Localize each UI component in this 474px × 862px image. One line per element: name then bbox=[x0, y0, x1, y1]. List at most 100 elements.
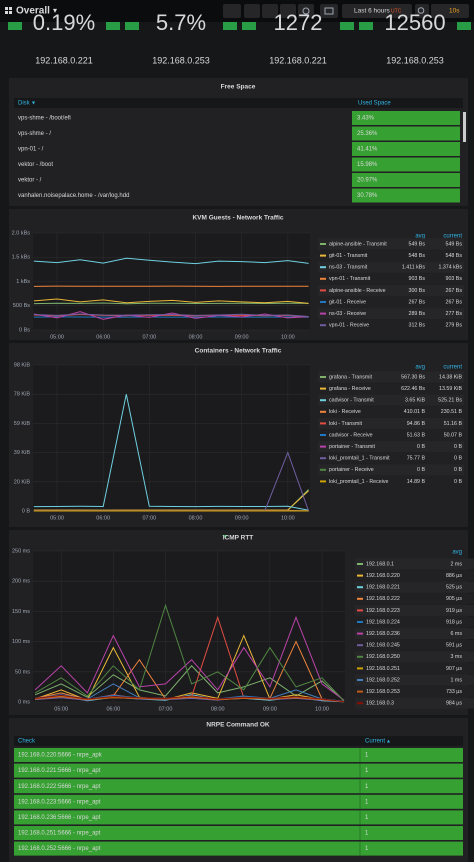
disk-name: vektor - / bbox=[18, 178, 42, 184]
legend-name[interactable]: 192.168.0.250 bbox=[366, 654, 400, 660]
legend-avg: 548 Bs bbox=[409, 253, 426, 259]
column-header[interactable]: Current bbox=[365, 739, 385, 745]
stat-host: 192.168.0.253 bbox=[386, 55, 444, 65]
legend-name[interactable]: ns-03 - Receive bbox=[329, 311, 366, 317]
legend-row bbox=[318, 371, 464, 383]
legend-name[interactable]: git-01 - Transmit bbox=[329, 253, 368, 259]
legend-avg: 525 µs bbox=[446, 585, 462, 591]
x-tick-label: 10:00 bbox=[281, 334, 295, 340]
check-value: 1 bbox=[365, 846, 369, 852]
legend-name[interactable]: 192.168.0.1 bbox=[366, 561, 394, 567]
y-tick-label: 150 ms bbox=[12, 609, 30, 615]
legend-current: 0 B bbox=[454, 467, 462, 473]
settings-button[interactable] bbox=[298, 4, 314, 18]
legend-name[interactable]: alpine-ansible - Transmit bbox=[329, 241, 387, 247]
legend-current: 279 Bs bbox=[446, 323, 463, 329]
value-cell bbox=[352, 142, 460, 156]
legend-header: avg bbox=[452, 550, 462, 556]
stat-value: 5.7% bbox=[156, 10, 206, 35]
legend-name[interactable]: portainer - Transmit bbox=[329, 444, 375, 450]
legend-name[interactable]: vpn-01 - Transmit bbox=[329, 276, 371, 282]
legend-name[interactable]: grafana - Receive bbox=[329, 386, 371, 392]
tv-mode-button[interactable] bbox=[320, 4, 338, 18]
legend-row bbox=[318, 394, 464, 406]
monitor-icon bbox=[324, 7, 334, 15]
legend-avg: 733 µs bbox=[446, 689, 462, 695]
panel-title: Free Space bbox=[221, 84, 256, 91]
legend-name[interactable]: cadvisor - Receive bbox=[329, 432, 373, 438]
share-button[interactable] bbox=[262, 4, 278, 18]
gauge-arc bbox=[359, 22, 373, 30]
add-panel-button[interactable] bbox=[223, 4, 241, 18]
legend-row bbox=[355, 628, 474, 640]
legend-name[interactable]: loki - Transmit bbox=[329, 421, 362, 427]
zoom-button[interactable] bbox=[415, 4, 429, 18]
gauge-arc bbox=[8, 22, 22, 30]
legend-name[interactable]: loki - Receive bbox=[329, 409, 361, 415]
legend-name[interactable]: loki_promtail_1 - Receive bbox=[329, 479, 389, 485]
dashboard-title[interactable]: Overall bbox=[16, 6, 50, 17]
legend-current: 903 Bs bbox=[446, 276, 463, 282]
value-cell bbox=[352, 126, 460, 141]
legend-name[interactable]: cadvisor - Transmit bbox=[329, 398, 374, 404]
legend-name[interactable]: 192.168.0.253 bbox=[366, 689, 400, 695]
legend-name[interactable]: 192.168.0.224 bbox=[366, 619, 400, 625]
series-line bbox=[35, 696, 345, 703]
legend-header: current bbox=[443, 234, 462, 240]
legend-avg: 907 µs bbox=[446, 666, 462, 672]
legend-name[interactable]: 192.168.0.221 bbox=[366, 585, 400, 591]
check-value: 1 bbox=[365, 784, 369, 790]
disk-name: vps-shme - / bbox=[18, 131, 51, 137]
legend-name[interactable]: 192.168.0.245 bbox=[366, 643, 400, 649]
legend-name[interactable]: 192.168.0.236 bbox=[366, 631, 400, 637]
legend-avg: 267 Bs bbox=[409, 299, 426, 305]
legend-row bbox=[355, 593, 474, 605]
check-name: 192.168.0.251:5666 - nrpe_apt bbox=[18, 831, 101, 837]
save-button[interactable] bbox=[280, 4, 296, 18]
time-picker[interactable] bbox=[342, 4, 412, 18]
legend-name[interactable]: 192.168.0.3 bbox=[366, 701, 394, 707]
legend-name[interactable]: 192.168.0.222 bbox=[366, 596, 400, 602]
y-tick-label: 200 ms bbox=[12, 579, 30, 585]
legend-name[interactable]: git-01 - Receive bbox=[329, 299, 366, 305]
legend-name[interactable]: 192.168.0.252 bbox=[366, 677, 400, 683]
legend-name[interactable]: ns-03 - Transmit bbox=[329, 265, 368, 271]
column-header[interactable]: Disk bbox=[18, 101, 31, 107]
legend-header: avg bbox=[415, 234, 425, 240]
legend-name[interactable]: 192.168.0.223 bbox=[366, 608, 400, 614]
legend-row bbox=[318, 273, 464, 285]
x-tick-label: 05:00 bbox=[54, 706, 68, 712]
legend-name[interactable]: alpine-ansible - Receive bbox=[329, 288, 386, 294]
legend-name[interactable]: 192.168.0.220 bbox=[366, 573, 400, 579]
column-header[interactable]: Check bbox=[18, 739, 36, 745]
used-space: 30.78% bbox=[357, 193, 378, 199]
y-tick-label: 500 Bs bbox=[13, 303, 30, 309]
legend-name[interactable]: vpn-01 - Receive bbox=[329, 323, 369, 329]
legend-avg: 1 ms bbox=[451, 677, 463, 683]
legend-name[interactable]: 192.168.0.251 bbox=[366, 666, 400, 672]
legend-row bbox=[318, 319, 464, 331]
panel-title: KVM Guests - Network Traffic bbox=[192, 215, 283, 222]
legend-current: 277 Bs bbox=[446, 311, 463, 317]
legend-current: 0 B bbox=[454, 456, 462, 462]
x-tick-label: 06:00 bbox=[106, 706, 120, 712]
legend-avg: 410.01 B bbox=[404, 409, 426, 415]
x-tick-label: 08:00 bbox=[211, 706, 225, 712]
y-tick-label: 1.5 kBs bbox=[12, 255, 31, 261]
x-tick-label: 09:00 bbox=[235, 515, 249, 521]
legend-row bbox=[318, 261, 464, 273]
star-button[interactable] bbox=[244, 4, 260, 18]
y-tick-label: 1 kBs bbox=[16, 279, 30, 285]
legend-avg: 300 Bs bbox=[409, 288, 426, 294]
legend-current: 0 B bbox=[454, 479, 462, 485]
legend-name[interactable]: grafana - Transmit bbox=[329, 374, 373, 380]
refresh-picker[interactable] bbox=[431, 4, 469, 18]
disk-name: vanhalen.noisepalace.home - /var/log.hdd bbox=[18, 193, 129, 199]
status-row bbox=[14, 748, 463, 762]
y-tick-label: 39 KiB bbox=[14, 450, 31, 456]
legend-avg: 14.89 B bbox=[407, 479, 426, 485]
legend-name[interactable]: loki_promtail_1 - Transmit bbox=[329, 456, 390, 462]
column-header[interactable]: Used Space bbox=[358, 101, 391, 107]
legend-row bbox=[355, 651, 474, 663]
legend-name[interactable]: portainer - Receive bbox=[329, 467, 374, 473]
